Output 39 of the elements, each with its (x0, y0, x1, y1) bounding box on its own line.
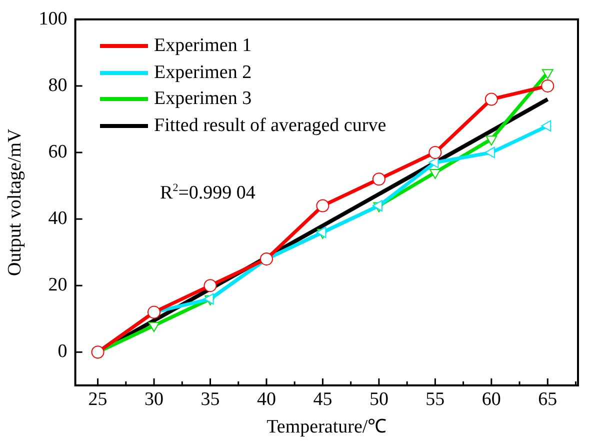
point (429, 168, 441, 179)
x-tick-label: 40 (256, 388, 276, 410)
point (204, 279, 217, 292)
y-tick-label: 0 (58, 341, 68, 362)
x-tick-label: 65 (538, 388, 558, 410)
point (428, 156, 439, 168)
point (486, 136, 498, 146)
legend-label: Experimen 1 (154, 34, 252, 58)
x-tick-label: 60 (482, 388, 501, 410)
point (148, 322, 160, 332)
x-tick-label: 25 (88, 388, 108, 410)
y-axis-title: Output voltage/mV (4, 128, 26, 276)
y-tick-label: 60 (48, 141, 68, 162)
legend-label: Experimen 3 (154, 87, 252, 111)
point (541, 120, 552, 132)
annotation: R$^{2}$=0.999 04 (160, 182, 256, 204)
point (260, 252, 273, 266)
x-tick-label: 35 (200, 388, 220, 410)
point (484, 92, 498, 106)
point (542, 69, 554, 80)
x-tick-label: 55 (426, 388, 445, 410)
point (148, 306, 161, 319)
y-tick-label: 100 (38, 8, 68, 30)
point (372, 200, 382, 212)
point (484, 146, 495, 158)
point (541, 79, 554, 92)
point (316, 199, 330, 212)
point (91, 346, 104, 359)
x-tick-label: 30 (144, 388, 164, 410)
y-tick-label: 40 (48, 208, 68, 230)
y-tick-label: 20 (48, 274, 68, 296)
x-tick-label: 45 (313, 388, 332, 410)
legend-label: Fitted result of averaged curve (154, 114, 386, 138)
x-tick-label: 50 (369, 388, 388, 410)
y-tick-label: 80 (48, 74, 68, 96)
point (428, 146, 442, 159)
x-axis-title: Temperature/℃ (266, 416, 387, 438)
point (372, 172, 386, 186)
legend-label: Experimen 2 (154, 60, 252, 84)
